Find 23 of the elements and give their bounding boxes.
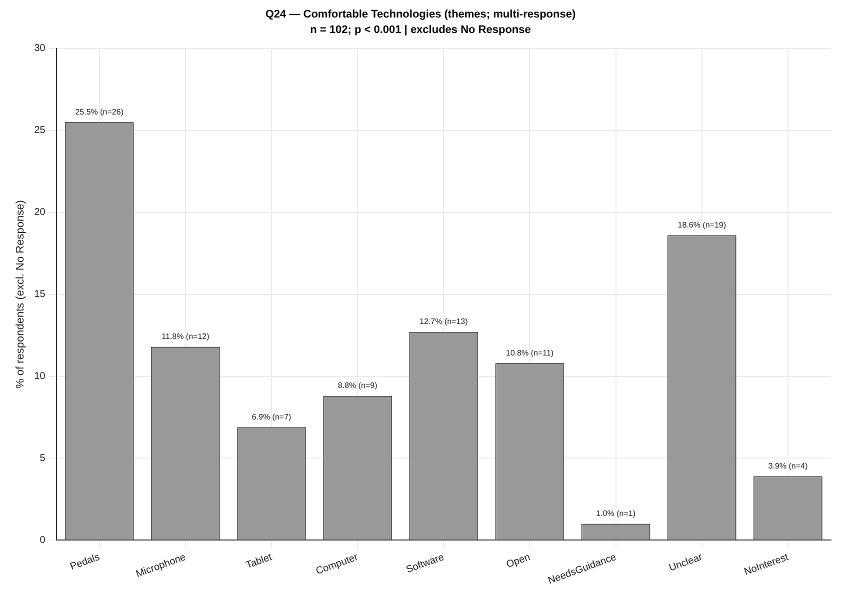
y-tick-label: 25 xyxy=(34,125,46,136)
data-label: 25.5% (n=26) xyxy=(75,107,124,116)
x-tick-label: Pedals xyxy=(68,552,102,573)
x-tick-label: Unclear xyxy=(668,552,704,574)
x-tick-label: Tablet xyxy=(244,552,274,572)
data-label: 12.7% (n=13) xyxy=(420,317,468,326)
y-tick-label: 0 xyxy=(40,534,46,546)
data-label: 11.8% (n=12) xyxy=(162,332,210,341)
chart-subtitle: n = 102; p < 0.001 | excludes No Response xyxy=(310,24,531,36)
y-tick-label: 15 xyxy=(34,289,46,300)
data-label: 3.9% (n=4) xyxy=(768,461,808,470)
y-axis-title: % of respondents (excl. No Response) xyxy=(14,200,27,388)
data-label: 8.8% (n=9) xyxy=(338,381,378,390)
y-tick-label: 20 xyxy=(34,207,46,218)
data-label: 18.6% (n=19) xyxy=(678,220,726,230)
y-tick-label: 30 xyxy=(34,43,46,54)
data-label: 10.8% (n=11) xyxy=(506,348,554,358)
y-tick-label: 5 xyxy=(40,452,46,464)
data-label: 1.0% (n=1) xyxy=(596,509,636,518)
data-label: 6.9% (n=7) xyxy=(252,412,292,422)
y-tick-label: 10 xyxy=(34,371,46,382)
chart-title: Q24 — Comfortable Technologies (themes; multi-response) xyxy=(265,8,576,21)
x-tick-label: Open xyxy=(504,552,532,571)
